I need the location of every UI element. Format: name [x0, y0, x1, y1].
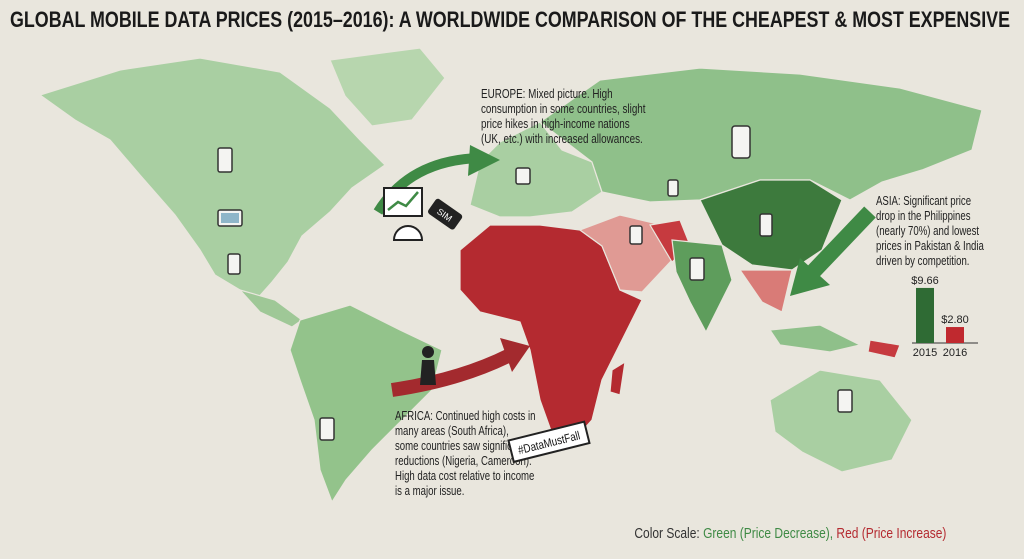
phone-icons	[217, 125, 853, 441]
annotation-line: drop in the Philippines	[876, 210, 971, 224]
arrowhead	[790, 258, 830, 296]
arrow-africa	[390, 348, 514, 397]
color-scale-label: Color Scale:	[634, 525, 699, 542]
trend-line	[387, 191, 419, 211]
color-scale-green: Green (Price Decrease),	[703, 525, 833, 542]
annotation-line: AFRICA: Continued high costs in	[395, 410, 535, 424]
annotation-line: prices in Pakistan & India	[876, 240, 984, 254]
phone-icon	[689, 257, 705, 281]
title: GLOBAL MOBILE DATA PRICES (2015–2016): A…	[10, 7, 1010, 32]
phone-icon	[227, 253, 241, 275]
annotation-line: High data cost relative to income	[395, 470, 534, 484]
phone-icon	[667, 179, 679, 197]
phone-icon	[515, 167, 531, 185]
north-america	[38, 57, 386, 301]
phone-icon	[217, 147, 233, 173]
phone-icon	[629, 225, 643, 245]
indonesia	[768, 324, 862, 353]
gauge-icon	[392, 225, 424, 241]
world-map	[38, 47, 983, 504]
category-label: 2016	[943, 347, 967, 359]
southeast-asia	[738, 269, 793, 313]
category-label: 2015	[913, 347, 937, 359]
central-america	[238, 288, 304, 328]
annotation-line: consumption in some countries, slight	[481, 103, 646, 117]
color-scale: Color Scale: Green (Price Decrease), Red…	[634, 525, 946, 542]
greenland	[329, 47, 446, 127]
arrowhead	[500, 338, 530, 372]
annotation-line: many areas (South Africa),	[395, 425, 509, 439]
africa	[459, 224, 643, 443]
phone-icon	[731, 125, 751, 159]
person-icon	[422, 346, 434, 358]
arrow-asia	[804, 206, 876, 281]
sign-board	[507, 420, 591, 464]
tag-body	[428, 198, 463, 230]
phone-icon	[837, 389, 853, 413]
annotation-line: EUROPE: Mixed picture. High	[481, 88, 613, 102]
person-body	[420, 360, 436, 385]
annotation-line: driven by competition.	[876, 255, 969, 269]
annotation-line: (nearly 70%) and lowest	[876, 225, 980, 239]
south-america	[289, 304, 443, 504]
phone-icon	[759, 213, 773, 237]
madagascar	[609, 360, 626, 396]
value-label: $2.80	[941, 314, 969, 326]
screen	[221, 213, 239, 223]
phone-icon	[319, 417, 335, 441]
russia	[538, 67, 983, 203]
middle-east	[578, 214, 673, 293]
annotation-line: (UK, etc.) with increased allowances.	[481, 133, 643, 147]
annotation-line: some countries saw significant	[395, 440, 526, 454]
annotation-line: reductions (Nigeria, Cameroon).	[395, 455, 532, 469]
papua	[867, 339, 901, 359]
color-scale-red: Red (Price Increase)	[836, 525, 946, 542]
annotation-line: price hikes in high-income nations	[481, 118, 630, 132]
annotation-line: ASIA: Significant price	[876, 195, 971, 209]
arrowhead	[468, 145, 500, 176]
value-label: $9.66	[911, 275, 939, 287]
bar	[916, 287, 934, 343]
australia	[769, 369, 913, 473]
sim-tag: SIM	[428, 198, 463, 230]
annotation-line: is a major issue.	[395, 485, 464, 499]
bar	[946, 327, 964, 343]
arrows	[373, 145, 876, 397]
mini-bar-chart: $9.66 2015 $2.80 2016	[911, 275, 978, 359]
chart-icons: SIM	[383, 187, 463, 385]
chart-icon	[383, 187, 423, 217]
